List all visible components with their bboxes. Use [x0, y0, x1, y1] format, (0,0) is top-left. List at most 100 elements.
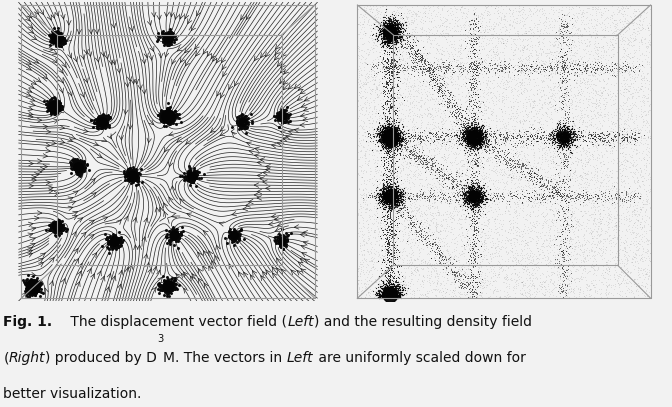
Point: [165, 112, 175, 119]
Point: [489, 198, 499, 205]
Point: [462, 71, 472, 78]
Point: [390, 117, 401, 124]
Point: [613, 163, 624, 170]
Point: [466, 133, 477, 139]
Point: [396, 186, 407, 193]
Point: [384, 192, 394, 198]
Point: [493, 132, 504, 138]
Point: [389, 26, 400, 33]
Point: [378, 291, 388, 298]
Point: [421, 215, 432, 222]
Point: [538, 67, 548, 74]
Point: [476, 136, 487, 143]
Point: [484, 136, 495, 143]
Point: [380, 243, 390, 249]
Point: [508, 132, 519, 139]
Point: [536, 185, 546, 192]
Point: [382, 135, 392, 141]
Point: [496, 9, 507, 16]
Point: [425, 133, 435, 139]
Point: [428, 187, 439, 193]
FancyArrowPatch shape: [271, 144, 276, 148]
Point: [636, 83, 647, 89]
Point: [382, 290, 392, 297]
Point: [477, 137, 488, 144]
Point: [474, 104, 485, 110]
Point: [50, 98, 61, 105]
Point: [521, 111, 532, 117]
Point: [366, 28, 376, 34]
Point: [407, 4, 417, 11]
Point: [558, 137, 569, 144]
Point: [640, 270, 651, 276]
Point: [435, 63, 446, 70]
Point: [419, 43, 429, 49]
Point: [443, 228, 454, 234]
Point: [379, 31, 390, 37]
Point: [550, 256, 560, 262]
Point: [571, 10, 581, 16]
Point: [536, 66, 546, 72]
Point: [411, 141, 421, 147]
Point: [276, 114, 286, 120]
Point: [391, 199, 402, 206]
Point: [353, 289, 364, 296]
Point: [629, 294, 640, 300]
Point: [552, 252, 563, 259]
Point: [589, 130, 599, 137]
Point: [413, 206, 423, 212]
Point: [468, 195, 479, 201]
Point: [466, 190, 477, 197]
Point: [577, 162, 588, 168]
Point: [106, 243, 116, 250]
Point: [390, 127, 401, 133]
Point: [466, 161, 477, 168]
Point: [405, 259, 415, 265]
Point: [376, 225, 386, 231]
Point: [466, 191, 476, 198]
Point: [388, 195, 398, 202]
Point: [163, 290, 174, 296]
Point: [397, 136, 408, 142]
Point: [370, 185, 381, 192]
Point: [370, 61, 380, 68]
Point: [558, 152, 569, 159]
Point: [387, 18, 398, 24]
Point: [501, 138, 511, 145]
Point: [379, 197, 390, 204]
Point: [419, 231, 430, 238]
Point: [78, 165, 89, 171]
Point: [379, 66, 390, 72]
Point: [403, 212, 413, 219]
Point: [622, 189, 633, 196]
Point: [462, 131, 473, 137]
Point: [390, 288, 401, 294]
Point: [440, 82, 451, 88]
Point: [564, 175, 575, 181]
Point: [583, 168, 593, 175]
Point: [478, 135, 489, 141]
Point: [274, 239, 285, 245]
Point: [388, 125, 399, 131]
Point: [128, 174, 139, 181]
Point: [376, 27, 386, 34]
Point: [469, 196, 480, 202]
Point: [380, 37, 391, 44]
Point: [496, 168, 507, 175]
Point: [384, 269, 395, 275]
Point: [471, 201, 482, 208]
Point: [56, 105, 67, 112]
Point: [495, 239, 506, 245]
Point: [397, 286, 408, 293]
Point: [388, 129, 398, 136]
Point: [468, 123, 479, 130]
Point: [542, 30, 552, 37]
Point: [380, 127, 390, 133]
Point: [610, 120, 621, 127]
Point: [561, 134, 572, 141]
Point: [421, 124, 431, 131]
Point: [472, 137, 483, 143]
Point: [469, 9, 480, 15]
Point: [462, 191, 472, 197]
Point: [407, 196, 417, 202]
